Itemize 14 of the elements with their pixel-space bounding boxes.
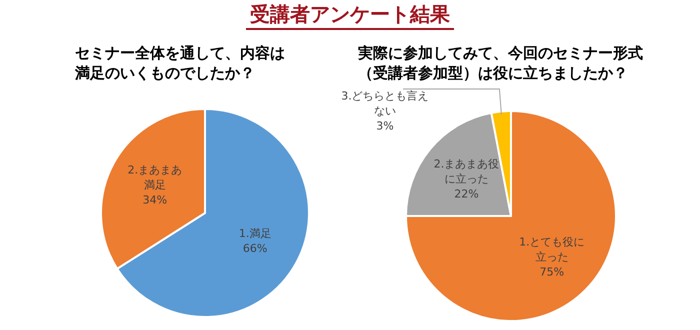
chart-subtitle: セミナー全体を通して、内容は満足のいくものでしたか？ <box>75 43 286 83</box>
slice-label: 2.まあまあ満足 <box>126 162 184 193</box>
data-label: 34% <box>142 192 168 208</box>
slice-label: 2.まあまあ役に立った <box>432 156 500 187</box>
text: 受講者アンケート結果 <box>246 0 454 30</box>
chart-subtitle: 実際に参加してみて、今回のセミナー形式（受講者参加型）は役に立ちましたか？ <box>358 43 644 83</box>
data-label: 3% <box>375 118 395 134</box>
slice-label: 1.とても役に立った <box>518 234 586 264</box>
pie-slice <box>405 110 617 322</box>
data-label: 22% <box>453 186 480 202</box>
data-label: 66% <box>242 240 268 256</box>
data-label: 75% <box>538 264 566 280</box>
slice-label: 1.満足 <box>238 226 272 241</box>
slice-label: 3.どちらとも言えない <box>340 88 430 118</box>
